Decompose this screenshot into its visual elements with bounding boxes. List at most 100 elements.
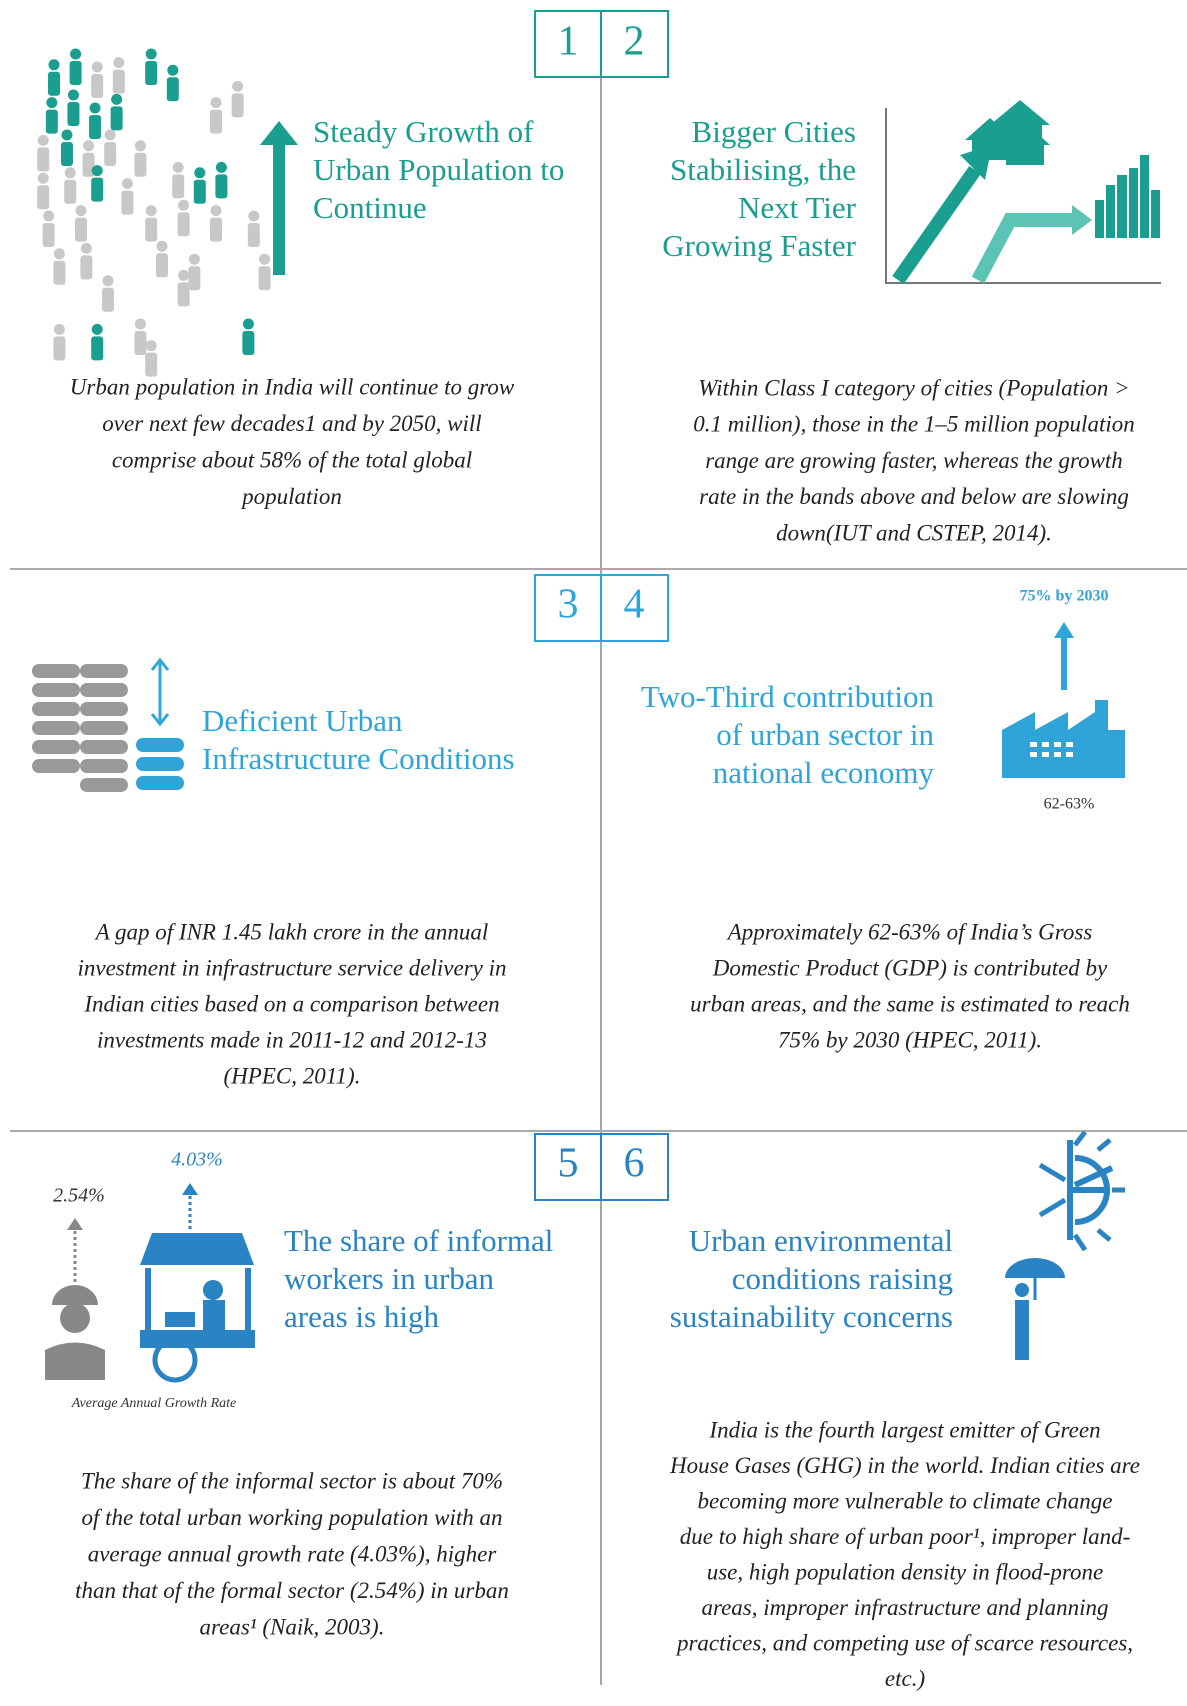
person-head xyxy=(104,129,116,141)
person-head xyxy=(102,275,114,287)
panel-body: The share of the informal sector is abou… xyxy=(81,1468,503,1493)
person-head xyxy=(53,323,65,335)
panel-body: areas, improper infrastructure and plann… xyxy=(702,1595,1109,1620)
person-body xyxy=(60,142,73,166)
person-head xyxy=(215,161,227,173)
panel-body: range are growing faster, whereas the gr… xyxy=(705,448,1123,473)
person-body xyxy=(45,109,58,134)
panel-body: than that of the formal sector (2.54%) i… xyxy=(75,1578,509,1603)
panel-body: comprise about 58% of the total global xyxy=(112,447,472,472)
person-body xyxy=(64,179,77,204)
person-head xyxy=(259,253,271,265)
person-head xyxy=(91,61,103,73)
person-body xyxy=(82,152,95,177)
person-head xyxy=(43,210,55,222)
coin xyxy=(80,721,128,735)
person-head xyxy=(80,242,92,254)
panel-number: 6 xyxy=(624,1141,645,1187)
panel-body: House Gases (GHG) in the world. Indian c… xyxy=(669,1453,1140,1478)
panel-body: 75% by 2030 (HPEC, 2011). xyxy=(778,1027,1042,1052)
person-head xyxy=(145,340,157,352)
person-body xyxy=(75,217,87,242)
person-head xyxy=(145,205,157,217)
panel-number: 5 xyxy=(558,1141,579,1187)
coin xyxy=(80,702,128,716)
person-body xyxy=(247,223,260,247)
person-head xyxy=(210,97,222,109)
panel-heading: sustainability concerns xyxy=(670,1299,953,1334)
person-body xyxy=(177,212,190,237)
person-head xyxy=(232,80,244,92)
person-body xyxy=(91,336,104,361)
coin xyxy=(80,759,128,773)
panel-heading: workers in urban xyxy=(284,1261,495,1296)
person-head xyxy=(188,253,200,265)
growth-arrow xyxy=(260,121,298,275)
coin xyxy=(32,702,80,716)
person-body xyxy=(102,287,114,312)
person-body xyxy=(91,177,104,202)
coin xyxy=(32,721,80,735)
panel-number: 4 xyxy=(624,582,645,628)
person-head xyxy=(134,140,146,152)
person-head xyxy=(89,102,101,114)
coin xyxy=(136,738,184,752)
panel-heading: Bigger Cities xyxy=(692,114,856,149)
person-head xyxy=(61,129,73,141)
panel-body: Domestic Product (GDP) is contributed by xyxy=(712,955,1108,980)
icon-label: 4.03% xyxy=(171,1149,223,1171)
person-head xyxy=(210,205,222,217)
workers-icon xyxy=(45,1183,255,1383)
person-head xyxy=(75,205,87,217)
panel-heading: Infrastructure Conditions xyxy=(202,741,515,776)
panel-body: use, high population density in flood-pr… xyxy=(707,1559,1104,1584)
panel-heading: Urban environmental xyxy=(689,1223,953,1258)
person-head xyxy=(178,269,190,281)
panel-body: down(IUT and CSTEP, 2014). xyxy=(776,520,1052,545)
person-head xyxy=(172,161,184,173)
person-body xyxy=(188,266,201,291)
person-head xyxy=(83,140,95,152)
person-body xyxy=(145,61,158,85)
coin-stacks-icon xyxy=(32,657,184,792)
person-head xyxy=(167,64,179,76)
person-body xyxy=(145,217,158,242)
panel-heading: The share of informal xyxy=(284,1223,553,1258)
panel-number: 1 xyxy=(558,19,579,65)
panel-body: over next few decades1 and by 2050, will xyxy=(102,411,481,436)
panel-heading: conditions raising xyxy=(732,1261,953,1296)
panel-body: investments made in 2011-12 and 2012-13 xyxy=(97,1027,487,1052)
person-head xyxy=(194,167,206,179)
panel-heading: of urban sector in xyxy=(716,717,934,752)
person-body xyxy=(69,61,82,85)
person-body xyxy=(242,331,255,355)
person-body xyxy=(91,73,104,98)
person-head xyxy=(242,318,254,330)
person-head xyxy=(134,318,146,330)
person-body xyxy=(156,253,168,278)
coin xyxy=(80,778,128,792)
panel-body: etc.) xyxy=(885,1666,925,1691)
person-body xyxy=(145,352,158,377)
panel-heading: Continue xyxy=(313,190,427,225)
panel-heading: Two-Third contribution xyxy=(641,679,935,714)
person-body xyxy=(215,174,228,199)
panel-number: 3 xyxy=(558,582,579,628)
panel-body: rate in the bands above and below are sl… xyxy=(699,484,1129,509)
panel-number: 2 xyxy=(624,19,645,65)
person-head xyxy=(113,57,125,69)
panel-body: 0.1 million), those in the 1–5 million p… xyxy=(693,412,1134,437)
person-body xyxy=(258,266,271,291)
person-head xyxy=(46,97,58,109)
panel-body: investment in infrastructure service del… xyxy=(77,955,506,980)
person-body xyxy=(110,106,123,131)
person-head xyxy=(91,165,103,177)
person-body xyxy=(112,69,125,94)
person-body xyxy=(193,179,206,204)
person-body xyxy=(210,217,222,242)
panel-heading: Steady Growth of xyxy=(313,114,534,149)
person-head xyxy=(70,48,82,60)
person-head xyxy=(37,134,49,146)
climate-icon xyxy=(1005,1130,1125,1360)
